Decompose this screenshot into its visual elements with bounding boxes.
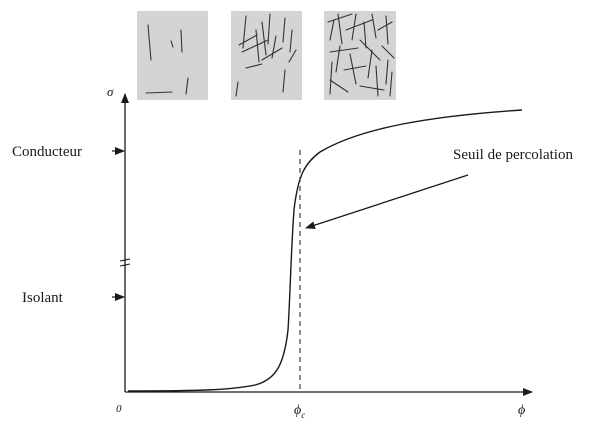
percolation-threshold-label: Seuil de percolation (453, 147, 573, 163)
y-axis-symbol: σ (107, 84, 114, 99)
conductor-label: Conducteur (12, 144, 82, 160)
conductivity-curve (127, 109, 523, 392)
x-axis-symbol: ϕ (518, 403, 525, 418)
insulator-label: Isolant (22, 290, 64, 306)
y-axis-break (119, 258, 131, 267)
inset-medium-density (231, 11, 302, 100)
threshold-symbol: ϕc (294, 403, 305, 420)
origin-label: 0 (116, 403, 122, 415)
threshold-arrow (305, 174, 469, 230)
inset-low-density (137, 11, 208, 100)
inset-high-density (324, 11, 396, 100)
axes (121, 93, 533, 396)
